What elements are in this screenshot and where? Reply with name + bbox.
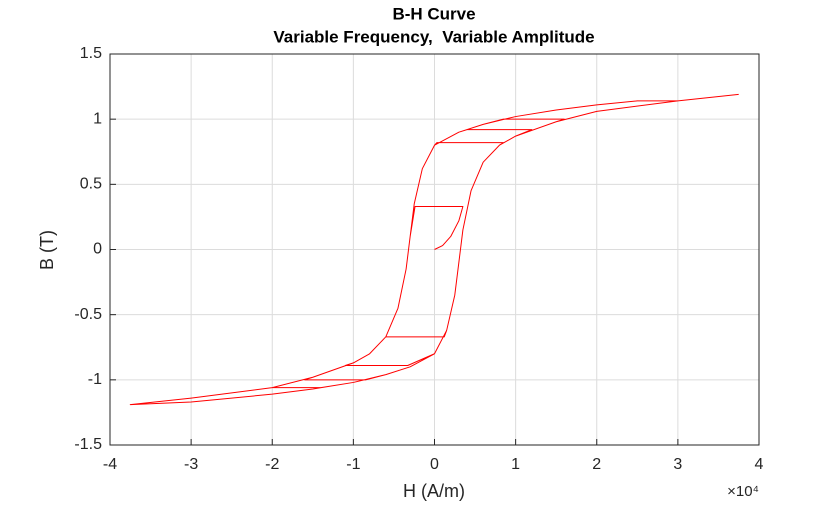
y-tick-label: 1.5: [80, 45, 102, 62]
y-tick-label: -1.5: [74, 436, 102, 453]
plot-frame: [109, 53, 760, 446]
x-tick-label: 1: [511, 456, 520, 473]
x-tick-label: -1: [346, 456, 360, 473]
y-tick-label: 0: [93, 241, 102, 258]
y-tick-label: -0.5: [74, 306, 102, 323]
curve: [129, 93, 739, 406]
x-tick-label: -3: [184, 456, 198, 473]
x-axis-label: H (A/m): [403, 481, 465, 501]
x-tick-label: 0: [430, 456, 439, 473]
x-tick-label: 4: [755, 456, 764, 473]
chart-title: B-H Curve: [392, 4, 475, 23]
y-tick-label: 0.5: [80, 176, 102, 193]
y-axis-label: B (T): [37, 230, 57, 270]
y-tick-label: 1: [93, 110, 102, 127]
x-tick-label: 3: [673, 456, 682, 473]
x-tick-label: -4: [103, 456, 117, 473]
x-tick-label: 2: [592, 456, 601, 473]
chart-subtitle: Variable Frequency, Variable Amplitude: [273, 27, 594, 46]
x-tick-label: -2: [265, 456, 279, 473]
x-exponent: ×10⁴: [727, 483, 759, 500]
y-tick-label: -1: [88, 371, 102, 388]
